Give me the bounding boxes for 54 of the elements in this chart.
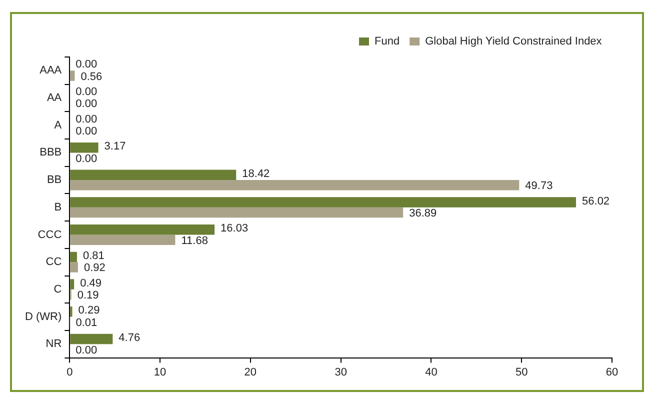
bar	[70, 224, 215, 235]
x-tick-label: 20	[244, 366, 257, 378]
y-tick-label: C	[54, 283, 62, 296]
bar	[70, 70, 75, 81]
data-label: 56.02	[582, 195, 610, 208]
data-label: 18.42	[242, 168, 270, 180]
legend-label: Global High Yield Constrained Index	[425, 36, 602, 48]
data-label: 0.00	[76, 152, 98, 165]
data-label: 36.89	[409, 208, 437, 220]
y-tick-label: A	[54, 119, 62, 132]
y-tick-label: BBB	[40, 146, 62, 159]
data-label: 3.17	[104, 140, 126, 153]
data-label: 0.01	[76, 316, 98, 329]
y-tick-label: BB	[46, 174, 62, 186]
bar	[70, 234, 176, 245]
data-label: 0.81	[82, 250, 104, 262]
data-label: 11.68	[181, 234, 208, 247]
x-tick-label: 60	[606, 366, 618, 378]
y-tick-label: B	[54, 201, 62, 214]
data-label: 4.76	[118, 332, 140, 344]
bar	[70, 279, 74, 290]
data-label: 0.00	[76, 344, 98, 356]
bar	[70, 170, 236, 180]
y-tick-label: CCC	[38, 228, 62, 241]
bar	[70, 207, 404, 218]
data-label: 0.00	[76, 58, 98, 71]
data-label: 16.03	[220, 222, 248, 235]
data-label: 0.92	[84, 262, 106, 274]
data-label: 0.19	[77, 290, 99, 302]
data-label: 49.73	[525, 180, 553, 192]
x-tick-label: 30	[334, 366, 347, 378]
bar	[70, 142, 98, 153]
y-tick-label: NR	[46, 338, 62, 350]
data-label: 0.00	[76, 113, 98, 126]
data-label: 0.49	[80, 277, 102, 290]
bar	[70, 197, 576, 208]
data-label: 0.56	[80, 70, 102, 83]
data-label: 0.00	[76, 126, 98, 138]
legend-label: Fund	[374, 36, 400, 48]
data-label: 0.00	[76, 98, 98, 110]
data-label: 0.00	[76, 86, 98, 98]
bar	[70, 262, 78, 272]
y-tick-label: CC	[46, 256, 62, 268]
x-tick-label: 40	[425, 366, 438, 378]
x-tick-label: 50	[515, 366, 528, 378]
bar	[70, 252, 77, 262]
bar	[70, 334, 113, 344]
bar	[70, 180, 520, 190]
data-label: 0.29	[78, 304, 100, 317]
y-tick-label: AAA	[40, 64, 62, 77]
y-tick-label: D (WR)	[24, 310, 62, 323]
x-tick-label: 0	[66, 366, 73, 378]
y-tick-label: AA	[46, 92, 62, 104]
x-tick-label: 10	[154, 366, 166, 378]
